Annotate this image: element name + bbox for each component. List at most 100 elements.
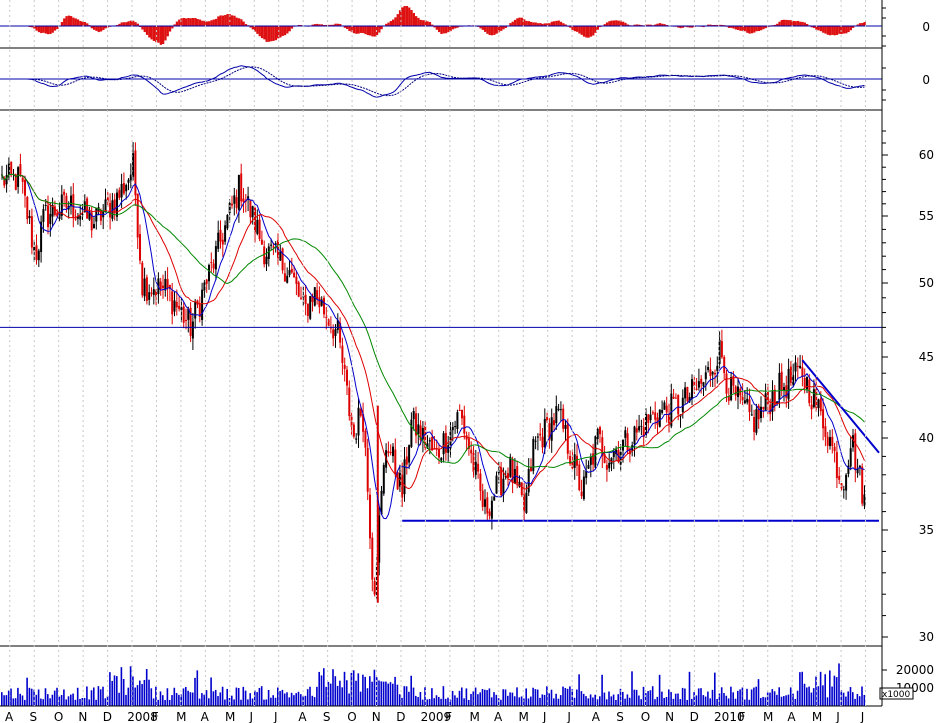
histogram-bar [339,23,342,27]
volume-bar [530,696,532,706]
candle-body [205,279,208,284]
histogram-bar [479,26,482,29]
histogram-bar [520,17,524,27]
candle-body [159,281,162,290]
histogram-bar [835,26,839,35]
histogram-bar [392,19,395,27]
candle-body [755,409,758,433]
candle-body [164,278,167,291]
volume-bar [720,687,723,706]
histogram-bar [454,26,457,29]
candle-body [684,387,687,399]
volume-bar [741,687,744,706]
candle-body [194,302,197,319]
histogram-bar [320,24,323,27]
histogram-bar [196,18,199,27]
volume-bar [730,686,732,706]
histogram-bar [587,26,590,38]
candle-body [548,423,551,440]
candle-body [486,497,489,514]
histogram-bar [283,26,287,36]
volume-bar [76,687,79,706]
histogram-bar [852,26,855,28]
volume-bar [467,699,470,706]
volume-bar [214,689,217,706]
histogram-bar [396,14,399,27]
histogram-bar [37,26,41,33]
volume-bar [254,690,256,706]
candle-body [387,451,390,454]
volume-bar [58,696,61,706]
candle-body [771,391,774,412]
volume-bar [403,686,406,706]
volume-bar [541,694,544,706]
volume-bar [513,696,516,706]
month-label: O [641,710,650,723]
histogram-bar [863,22,866,27]
candles-group [1,142,866,603]
candle-body [534,440,537,442]
volume-bar [226,688,228,706]
volume-bar [723,693,725,706]
volume-bar [760,698,762,706]
candle-body [295,276,298,284]
candle-body [231,203,233,206]
volume-bar [608,691,610,706]
candle-body [263,246,266,265]
volume-bar [622,691,624,706]
candle-body [817,399,820,409]
volume-bar [164,699,166,706]
candle-body [438,449,440,458]
volume-bar [392,683,394,706]
candle-body [417,424,420,435]
histogram-bar [359,26,363,33]
histogram-bar [70,16,73,27]
histogram-bar [569,26,572,28]
volume-bar [456,697,458,706]
oscillator-line-2 [2,66,865,97]
month-label: J [542,710,547,723]
histogram-bar [102,26,105,31]
volume-bar [769,692,771,706]
volume-bar [83,698,86,706]
candle-body [79,215,82,220]
month-label: F [152,710,159,723]
volume-bar [378,680,380,706]
candle-body [343,364,346,369]
histogram-bar [421,20,425,27]
candle-body [585,470,588,478]
volume-bar [612,694,615,706]
histogram-bar [734,26,737,30]
histogram-bar [35,26,38,31]
volume-bar [548,693,550,706]
volume-bar [141,684,143,706]
histogram-bar [226,14,229,27]
candle-body [304,294,307,304]
histogram-bar [732,26,735,29]
volume-bar [380,681,383,706]
volume-bar [67,696,70,706]
volume-bar [619,688,622,706]
histogram-bar [274,26,277,41]
histogram-bar [260,26,264,39]
volume-bar [638,695,640,706]
volume-bar [7,690,10,706]
volume-bar [688,671,691,706]
volume-bar [205,690,208,706]
candle-body [290,268,293,273]
volume-bar [355,680,357,706]
volume-bar [145,669,148,706]
histogram-bar [233,15,236,27]
candle-body [601,437,604,457]
candle-body [431,436,434,451]
volume-bar [86,686,88,706]
candle-body [645,414,647,436]
candle-body [40,221,43,253]
volume-bar [210,677,212,706]
volume-bar [546,686,548,706]
candle-body [21,177,24,182]
histogram-bar [201,20,204,27]
histogram-bar [208,21,211,27]
volume-bar [649,690,652,706]
